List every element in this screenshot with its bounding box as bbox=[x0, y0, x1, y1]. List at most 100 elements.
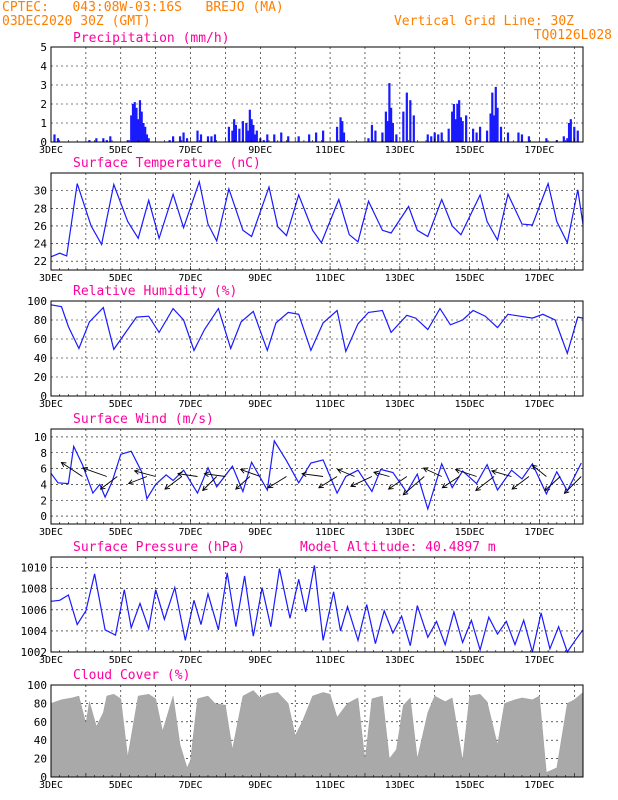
precip-bar bbox=[213, 134, 217, 142]
precip-bar bbox=[491, 92, 494, 142]
cloud-ytick-label: 60 bbox=[34, 716, 47, 729]
wind-arrow bbox=[423, 467, 442, 477]
press-ytick-label: 1010 bbox=[21, 562, 48, 575]
precip-bar bbox=[562, 136, 565, 142]
precip-bar bbox=[335, 126, 339, 142]
press-xtick-label: 7DEC bbox=[178, 655, 202, 666]
precip-bar bbox=[178, 136, 182, 142]
precip-bar bbox=[395, 134, 398, 142]
wind-arrow bbox=[402, 476, 425, 496]
precip-bar bbox=[145, 134, 149, 142]
temp-xtick-label: 15DEC bbox=[455, 273, 485, 284]
precip-ytick-label: 2 bbox=[40, 98, 47, 111]
precip-bar bbox=[456, 104, 459, 142]
wind-arrow bbox=[240, 469, 261, 477]
precip-bar bbox=[95, 138, 98, 142]
precip-bar bbox=[494, 86, 497, 142]
precip-bar bbox=[388, 83, 391, 142]
precip-bar bbox=[506, 132, 510, 142]
precip-bar bbox=[262, 140, 265, 142]
wind-xtick-label: 11DEC bbox=[315, 527, 345, 538]
precip-bar bbox=[527, 136, 531, 142]
precip-bar bbox=[461, 121, 464, 142]
cloud-frame bbox=[50, 684, 584, 778]
precip-bar bbox=[287, 136, 290, 142]
precip-bar bbox=[381, 132, 384, 142]
precip-xtick-label: 15DEC bbox=[455, 145, 485, 156]
precip-ytick-label: 0 bbox=[40, 136, 47, 149]
wind-arrow-head bbox=[336, 468, 343, 474]
temp-xtick-label: 17DEC bbox=[524, 273, 554, 284]
precip-bar bbox=[545, 138, 548, 142]
precip-bar bbox=[409, 100, 412, 142]
wind-xtick-label: 7DEC bbox=[178, 527, 202, 538]
precip-bar bbox=[144, 126, 147, 142]
precip-bar bbox=[569, 119, 572, 142]
precip-bar bbox=[465, 115, 468, 142]
wind-arrow-head bbox=[422, 467, 429, 473]
wind-xtick-label: 15DEC bbox=[455, 527, 485, 538]
wind-arrow bbox=[544, 476, 561, 491]
precip-bar bbox=[437, 134, 440, 142]
precip-bar bbox=[234, 124, 237, 142]
precip-bar bbox=[341, 121, 344, 142]
precip-bar bbox=[142, 123, 145, 142]
precip-bar bbox=[520, 134, 524, 142]
rh-ytick-label: 0 bbox=[40, 390, 47, 403]
precip-bar bbox=[248, 109, 251, 142]
precip-bar bbox=[576, 130, 579, 142]
press-ytick-label: 1008 bbox=[21, 583, 48, 596]
precip-bar bbox=[308, 134, 311, 142]
precip-bar bbox=[133, 102, 136, 142]
precip-bar bbox=[426, 134, 429, 142]
wind-arrow bbox=[177, 473, 198, 477]
cloud-xtick-label: 11DEC bbox=[315, 780, 345, 791]
precip-bar bbox=[130, 115, 133, 142]
precip-bar bbox=[405, 92, 408, 142]
wind-arrow-head bbox=[99, 484, 106, 490]
precip-bar bbox=[452, 104, 456, 142]
cloud-xtick-label: 3DEC bbox=[39, 780, 63, 791]
precip-bar bbox=[485, 130, 489, 142]
precip-bar bbox=[196, 130, 199, 142]
precip-xtick-label: 5DEC bbox=[109, 145, 133, 156]
wind-ytick-label: 8 bbox=[40, 447, 47, 460]
precip-bar bbox=[370, 124, 374, 142]
wind-arrow-head bbox=[133, 469, 140, 475]
precip-bar bbox=[56, 138, 60, 142]
wind-arrow bbox=[235, 476, 251, 490]
rh-series-line bbox=[50, 304, 584, 356]
model-run-id: TQ0126L028 bbox=[533, 28, 612, 43]
rh-xtick-label: 5DEC bbox=[109, 399, 133, 410]
cloud-xtick-label: 5DEC bbox=[109, 780, 133, 791]
precip-bar bbox=[459, 117, 463, 142]
wind-arrow bbox=[204, 473, 226, 477]
precip-bar bbox=[210, 136, 213, 142]
cloud-ytick-label: 20 bbox=[34, 753, 47, 766]
precip-bar bbox=[412, 115, 415, 142]
precip-bar bbox=[517, 132, 520, 142]
precip-bar bbox=[458, 100, 461, 142]
precip-ytick-label: 3 bbox=[40, 79, 47, 92]
wind-arrow-head bbox=[239, 468, 246, 474]
wind-ytick-label: 2 bbox=[40, 494, 47, 507]
press-xtick-label: 17DEC bbox=[524, 655, 554, 666]
precip-bar bbox=[126, 140, 129, 142]
wind-arrow bbox=[164, 476, 183, 490]
wind-arrow bbox=[532, 464, 547, 477]
temp-frame bbox=[50, 172, 584, 271]
precip-bar bbox=[451, 111, 454, 142]
wind-arrow bbox=[202, 476, 218, 491]
precip-bar bbox=[567, 123, 571, 142]
wind-frame bbox=[50, 428, 584, 525]
temp-xtick-label: 11DEC bbox=[315, 273, 345, 284]
rh-xtick-label: 11DEC bbox=[315, 399, 345, 410]
rh-frame bbox=[50, 300, 584, 397]
precip-bar bbox=[433, 132, 436, 142]
wind-xtick-label: 17DEC bbox=[524, 527, 554, 538]
precip-bar bbox=[475, 132, 478, 142]
wind-xtick-label: 9DEC bbox=[248, 527, 272, 538]
precip-bar bbox=[280, 132, 283, 142]
rh-title: Relative Humidity (%) bbox=[73, 284, 237, 299]
